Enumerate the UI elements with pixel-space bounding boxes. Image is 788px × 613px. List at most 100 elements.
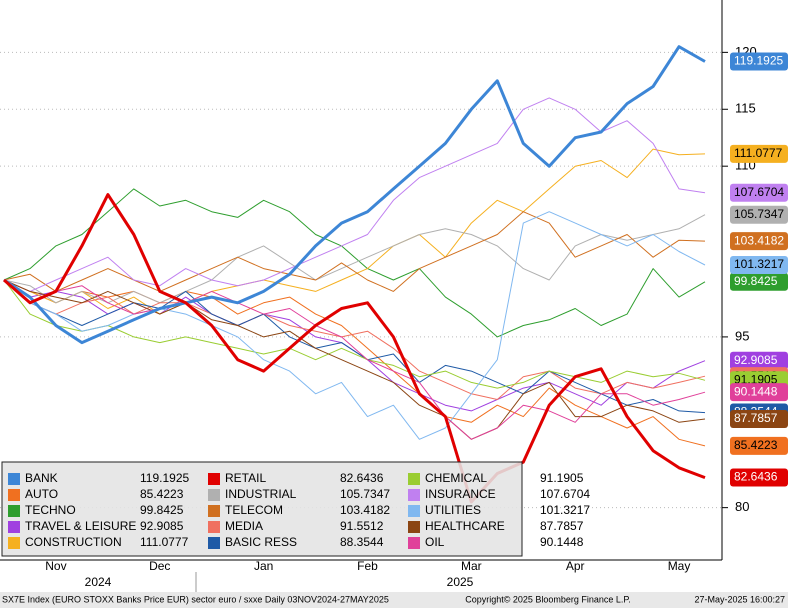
legend-label: UTILITIES: [425, 503, 481, 517]
legend-swatch: [208, 521, 220, 533]
y-tick-label: 80: [735, 499, 749, 514]
year-label: 2024: [85, 575, 112, 589]
legend-label: BANK: [25, 471, 58, 485]
legend-label: TELECOM: [225, 503, 283, 517]
legend-value: 91.5512: [340, 519, 384, 533]
series-line: [3, 279, 706, 440]
x-tick-label: Apr: [566, 559, 585, 573]
legend-value: 107.6704: [540, 487, 590, 501]
series-line: [3, 279, 706, 400]
value-label: 105.7347: [734, 207, 784, 221]
value-label-box: [730, 183, 788, 202]
legend-swatch: [208, 505, 220, 517]
value-label-box: [730, 232, 788, 251]
series-line: [3, 279, 706, 440]
legend-swatch: [8, 537, 20, 549]
x-tick-label: Dec: [149, 559, 170, 573]
legend-value: 101.3217: [540, 503, 590, 517]
legend-label: MEDIA: [225, 519, 263, 533]
footer-center: Copyright© 2025 Bloomberg Finance L.P.: [465, 594, 631, 604]
series-line: [3, 45, 706, 345]
series-line: [3, 148, 706, 315]
legend-value: 88.3544: [340, 535, 384, 549]
legend-label: BASIC RESS: [225, 535, 297, 549]
series-line: [3, 211, 706, 440]
legend-swatch: [408, 521, 420, 533]
y-tick-label: 115: [735, 101, 756, 116]
x-tick-label: May: [668, 559, 691, 573]
x-tick-label: Jan: [254, 559, 273, 573]
value-label: 82.6436: [734, 470, 778, 484]
year-label: 2025: [447, 575, 474, 589]
legend-swatch: [208, 537, 220, 549]
value-label: 111.0777: [734, 146, 783, 160]
legend-swatch: [8, 505, 20, 517]
legend-box: [1, 461, 523, 557]
legend-swatch: [8, 489, 20, 501]
footer-right: 27-May-2025 16:00:27: [694, 594, 785, 604]
legend-swatch: [408, 505, 420, 517]
legend-value: 99.8425: [140, 503, 184, 517]
value-label-box: [730, 436, 788, 455]
legend-swatch: [208, 489, 220, 501]
legend-value: 91.1905: [540, 471, 584, 485]
legend-label: INDUSTRIAL: [225, 487, 297, 501]
value-label: 101.3217: [734, 257, 784, 271]
legend-label: AUTO: [25, 487, 58, 501]
series-line: [3, 193, 706, 504]
value-label-box: [730, 468, 788, 487]
value-label-box: [730, 205, 788, 224]
legend-value: 87.7857: [540, 519, 584, 533]
value-label: 85.4223: [734, 438, 778, 452]
legend-swatch: [208, 473, 220, 485]
value-label-box: [730, 255, 788, 274]
x-tick-label: Nov: [45, 559, 66, 573]
legend-swatch: [8, 473, 20, 485]
legend-value: 85.4223: [140, 487, 184, 501]
legend-label: TECHNO: [25, 503, 76, 517]
value-label: 87.7857: [734, 411, 778, 425]
y-tick-label: 95: [735, 328, 749, 343]
legend-value: 82.6436: [340, 471, 384, 485]
legend-swatch: [408, 537, 420, 549]
value-label-box: [730, 272, 788, 291]
legend-value: 103.4182: [340, 503, 390, 517]
value-label: 92.9085: [734, 353, 778, 367]
series-line: [3, 279, 706, 389]
legend-label: OIL: [425, 535, 445, 549]
series-line: [3, 211, 706, 292]
legend-value: 105.7347: [340, 487, 390, 501]
series-line: [3, 188, 706, 338]
legend-value: 119.1925: [140, 471, 189, 485]
value-label-box: [730, 144, 788, 163]
value-label: 91.1905: [734, 372, 778, 386]
legend-label: RETAIL: [225, 471, 266, 485]
legend-value: 111.0777: [140, 535, 189, 549]
legend-label: CONSTRUCTION: [25, 535, 122, 549]
legend-label: INSURANCE: [425, 487, 496, 501]
series-line: [3, 97, 706, 292]
series-line: [3, 279, 706, 447]
value-label: 107.6704: [734, 185, 784, 199]
legend-label: HEALTHCARE: [425, 519, 505, 533]
value-label: 90.1448: [734, 384, 778, 398]
footer-left: SX7E Index (EURO STOXX Banks Price EUR) …: [2, 594, 389, 604]
legend-swatch: [408, 473, 420, 485]
legend-value: 92.9085: [140, 519, 184, 533]
legend-value: 90.1448: [540, 535, 584, 549]
legend-label: CHEMICAL: [425, 471, 487, 485]
value-label-box: [730, 52, 788, 71]
legend-swatch: [408, 489, 420, 501]
legend-swatch: [8, 521, 20, 533]
footer-bar: [0, 592, 788, 608]
value-label: 99.8425: [734, 274, 778, 288]
value-label: 103.4182: [734, 233, 784, 247]
value-label-box: [730, 383, 788, 402]
x-tick-label: Mar: [461, 559, 482, 573]
legend-label: TRAVEL & LEISURE: [25, 519, 136, 533]
x-tick-label: Feb: [357, 559, 378, 573]
value-label-box: [730, 351, 788, 370]
value-label: 119.1925: [734, 54, 783, 68]
value-label-box: [730, 410, 788, 429]
